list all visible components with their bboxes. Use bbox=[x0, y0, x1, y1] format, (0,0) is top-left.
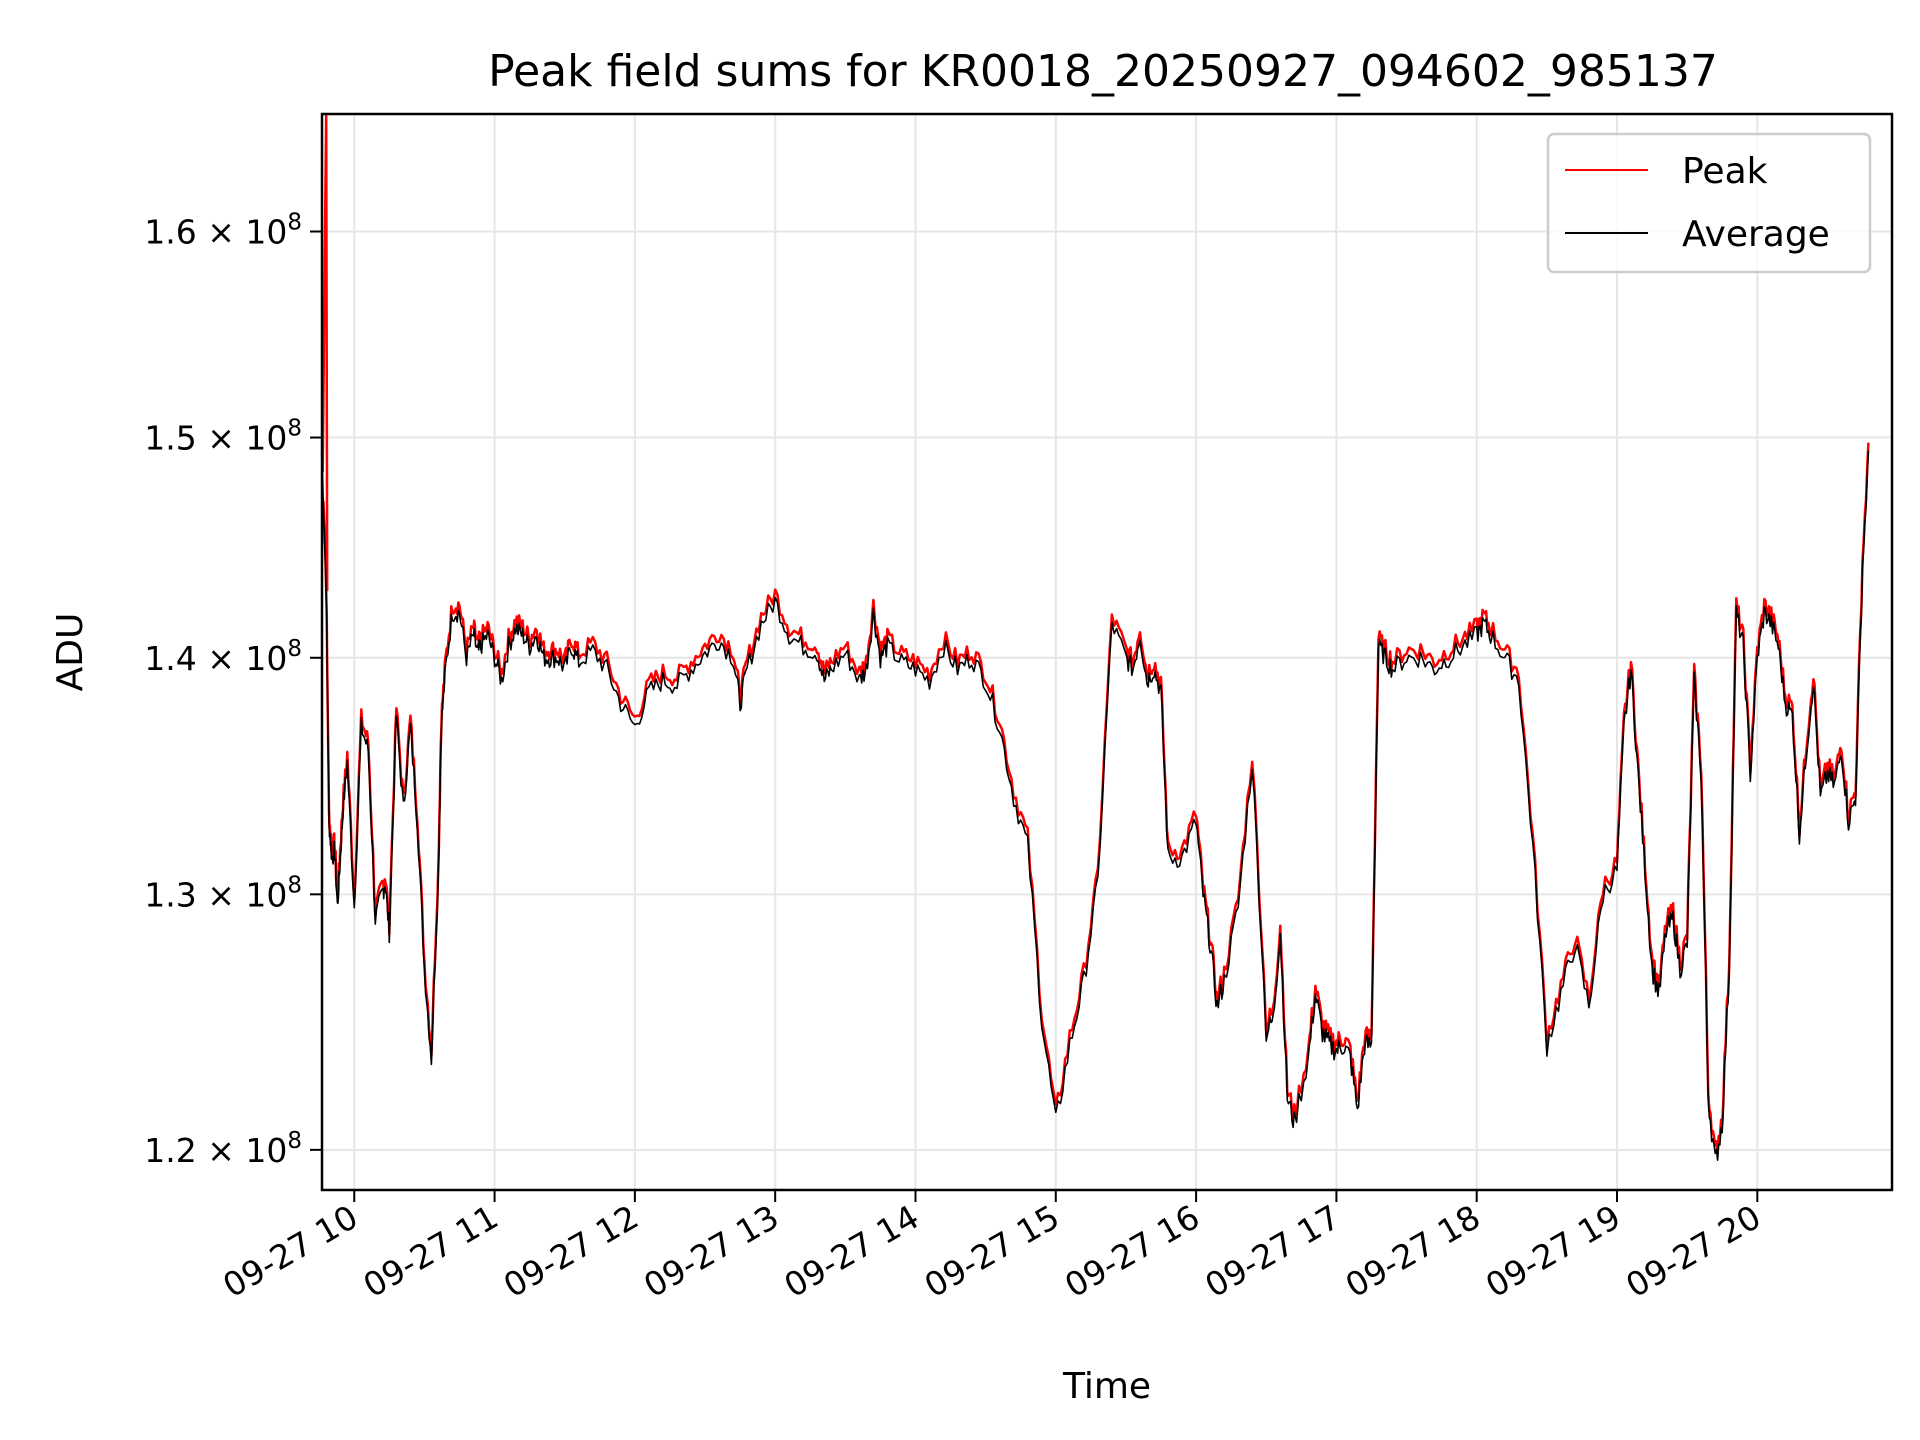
y-tick-label: 1.5 × 108 bbox=[144, 416, 302, 458]
y-tick-base: 1.6 bbox=[144, 213, 196, 252]
legend-average-label: Average bbox=[1682, 214, 1830, 255]
y-tick-exponent: 8 bbox=[287, 210, 302, 236]
y-tick-base: 1.2 bbox=[144, 1131, 196, 1170]
y-tick-base: 1.5 bbox=[144, 419, 196, 458]
legend-peak-label: Peak bbox=[1682, 151, 1768, 192]
plot-area bbox=[320, 112, 1894, 1192]
y-tick-label: 1.3 × 108 bbox=[144, 872, 302, 914]
y-tick-exponent: 8 bbox=[287, 416, 302, 442]
y-tick-exponent: 8 bbox=[287, 1128, 302, 1154]
plot-frame bbox=[320, 112, 1894, 1192]
y-tick-label: 1.4 × 108 bbox=[144, 636, 302, 678]
x-axis-label: Time bbox=[1062, 1366, 1151, 1407]
y-tick-base: 1.3 bbox=[144, 875, 196, 914]
y-tick-label: 1.2 × 108 bbox=[144, 1128, 302, 1170]
average-series-line bbox=[321, 450, 1870, 1161]
legend: Peak Average bbox=[1546, 132, 1872, 274]
legend-box bbox=[1546, 132, 1872, 274]
y-tick-base: 1.4 bbox=[144, 639, 196, 678]
plot-background bbox=[322, 114, 1892, 1190]
y-tick-label: 1.6 × 108 bbox=[144, 210, 302, 252]
y-axis-label: ADU bbox=[50, 613, 91, 692]
y-tick-exponent: 8 bbox=[287, 636, 302, 662]
y-tick-exponent: 8 bbox=[287, 872, 302, 898]
chart-title: Peak field sums for KR0018_20250927_0946… bbox=[488, 46, 1718, 97]
y-axis-ticks: 1.2 × 108 1.3 × 108 1.4 × 108 1.5 × 108 1.6 … bbox=[144, 210, 322, 1170]
